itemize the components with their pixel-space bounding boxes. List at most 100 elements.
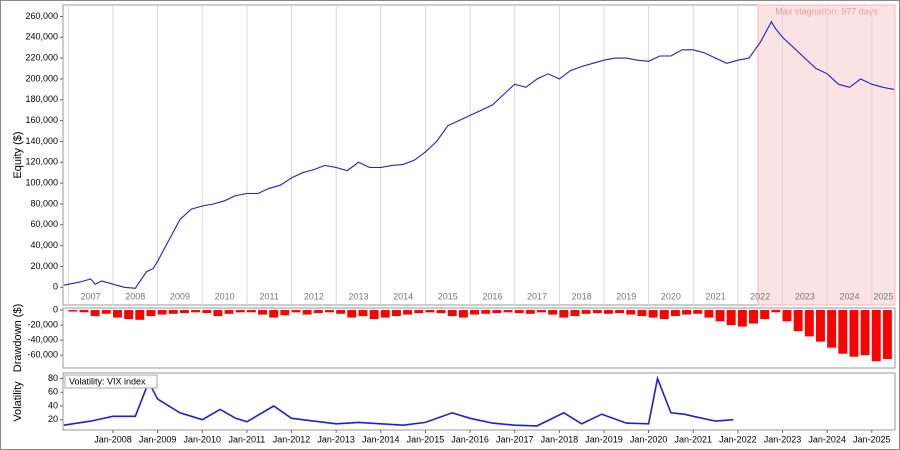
bar [258, 310, 267, 315]
y-tick-label: 200,000 [25, 73, 58, 83]
x-tick-label: Jan-2021 [674, 434, 712, 444]
x-tick-label: Jan-2014 [362, 434, 400, 444]
bar [90, 310, 100, 317]
bar [503, 310, 513, 313]
bar [135, 310, 145, 320]
bar [637, 310, 647, 317]
bar [380, 310, 390, 318]
bar [179, 310, 189, 314]
year-label: 2010 [215, 291, 235, 301]
line [63, 20, 895, 289]
bar [280, 310, 290, 316]
bar [325, 310, 334, 313]
bar [670, 310, 680, 317]
bar [436, 310, 446, 314]
year-label: 2009 [170, 291, 190, 301]
plot-area [62, 307, 896, 369]
bar [202, 310, 212, 314]
bar [626, 310, 636, 315]
y-tick-label: 180,000 [25, 94, 58, 104]
year-label: 2016 [482, 291, 502, 301]
y-tick-label: 20 [48, 414, 58, 424]
y-tick-label: 0 [53, 304, 58, 314]
y-tick-label: 220,000 [25, 53, 58, 63]
bar [871, 310, 881, 362]
bar [492, 310, 502, 314]
x-tick-label: Jan-2011 [228, 434, 265, 444]
bar [101, 310, 111, 314]
year-label: 2017 [527, 291, 547, 301]
year-label: 2021 [706, 291, 726, 301]
x-tick-label: Jan-2012 [273, 434, 311, 444]
y-tick-label: -60,000 [27, 350, 58, 360]
x-tick-label: Jan-2016 [451, 434, 489, 444]
bar [336, 310, 346, 314]
x-tick-label: Jan-2013 [317, 434, 355, 444]
bar [648, 310, 658, 318]
bar [146, 310, 156, 317]
bar [403, 310, 413, 315]
bar [592, 310, 602, 314]
plot-area [62, 372, 896, 431]
x-tick-label: Jan-2022 [719, 434, 757, 444]
y-tick-label: 140,000 [25, 136, 58, 146]
bar [804, 310, 814, 337]
bar [313, 310, 323, 314]
year-label: 2008 [125, 291, 145, 301]
y-tick-label: -20,000 [27, 319, 58, 329]
bar [615, 310, 625, 314]
bar [525, 310, 535, 314]
bar [246, 310, 256, 313]
y-tick-label: 240,000 [25, 32, 58, 42]
bar [704, 310, 714, 318]
year-label: 2014 [393, 291, 413, 301]
bar [358, 310, 368, 317]
bar [425, 310, 435, 313]
bar [369, 310, 379, 320]
legend-label: Volatility: VIX index [69, 376, 146, 386]
y-tick-label: 20,000 [30, 261, 58, 271]
bar [458, 310, 468, 318]
y-tick-label: 160,000 [25, 115, 58, 125]
year-label: 2024 [839, 291, 859, 301]
x-tick-label: Jan-2025 [853, 434, 891, 444]
y-tick-label: 60 [48, 387, 58, 397]
y-tick-label: 260,000 [25, 11, 58, 21]
year-label: 2013 [348, 291, 368, 301]
y-tick-label: 80,000 [30, 198, 58, 208]
y-tick-label: -40,000 [27, 335, 58, 345]
x-tick-label: Jan-2015 [407, 434, 445, 444]
bar [849, 310, 859, 357]
bar [514, 310, 524, 314]
bar [481, 310, 491, 314]
bar [391, 310, 401, 317]
bar [749, 310, 758, 324]
bar [112, 310, 122, 318]
y-tick-label: 120,000 [25, 157, 58, 167]
bar [882, 310, 892, 359]
bar [213, 310, 223, 317]
year-label: 2025 [873, 291, 893, 301]
bar [760, 310, 770, 320]
bar [581, 310, 591, 314]
y-axis-title: Drawdown ($) [12, 304, 24, 372]
x-tick-label: Jan-2009 [139, 434, 177, 444]
year-label: 2023 [795, 291, 815, 301]
bar [414, 310, 424, 314]
bar [559, 310, 569, 318]
x-tick-label: Jan-2019 [585, 434, 623, 444]
bar [548, 310, 558, 315]
bar [693, 310, 703, 314]
bar [79, 310, 89, 313]
bar [827, 310, 837, 348]
y-tick-label: 60,000 [30, 219, 58, 229]
bar [782, 310, 792, 322]
year-label: 2007 [81, 291, 101, 301]
bar [715, 310, 725, 322]
bar [838, 310, 848, 354]
bar [860, 310, 870, 356]
x-tick-label: Jan-2017 [496, 434, 534, 444]
y-tick-label: 0 [53, 282, 58, 292]
y-tick-label: 80 [48, 373, 58, 383]
year-label: 2019 [616, 291, 636, 301]
